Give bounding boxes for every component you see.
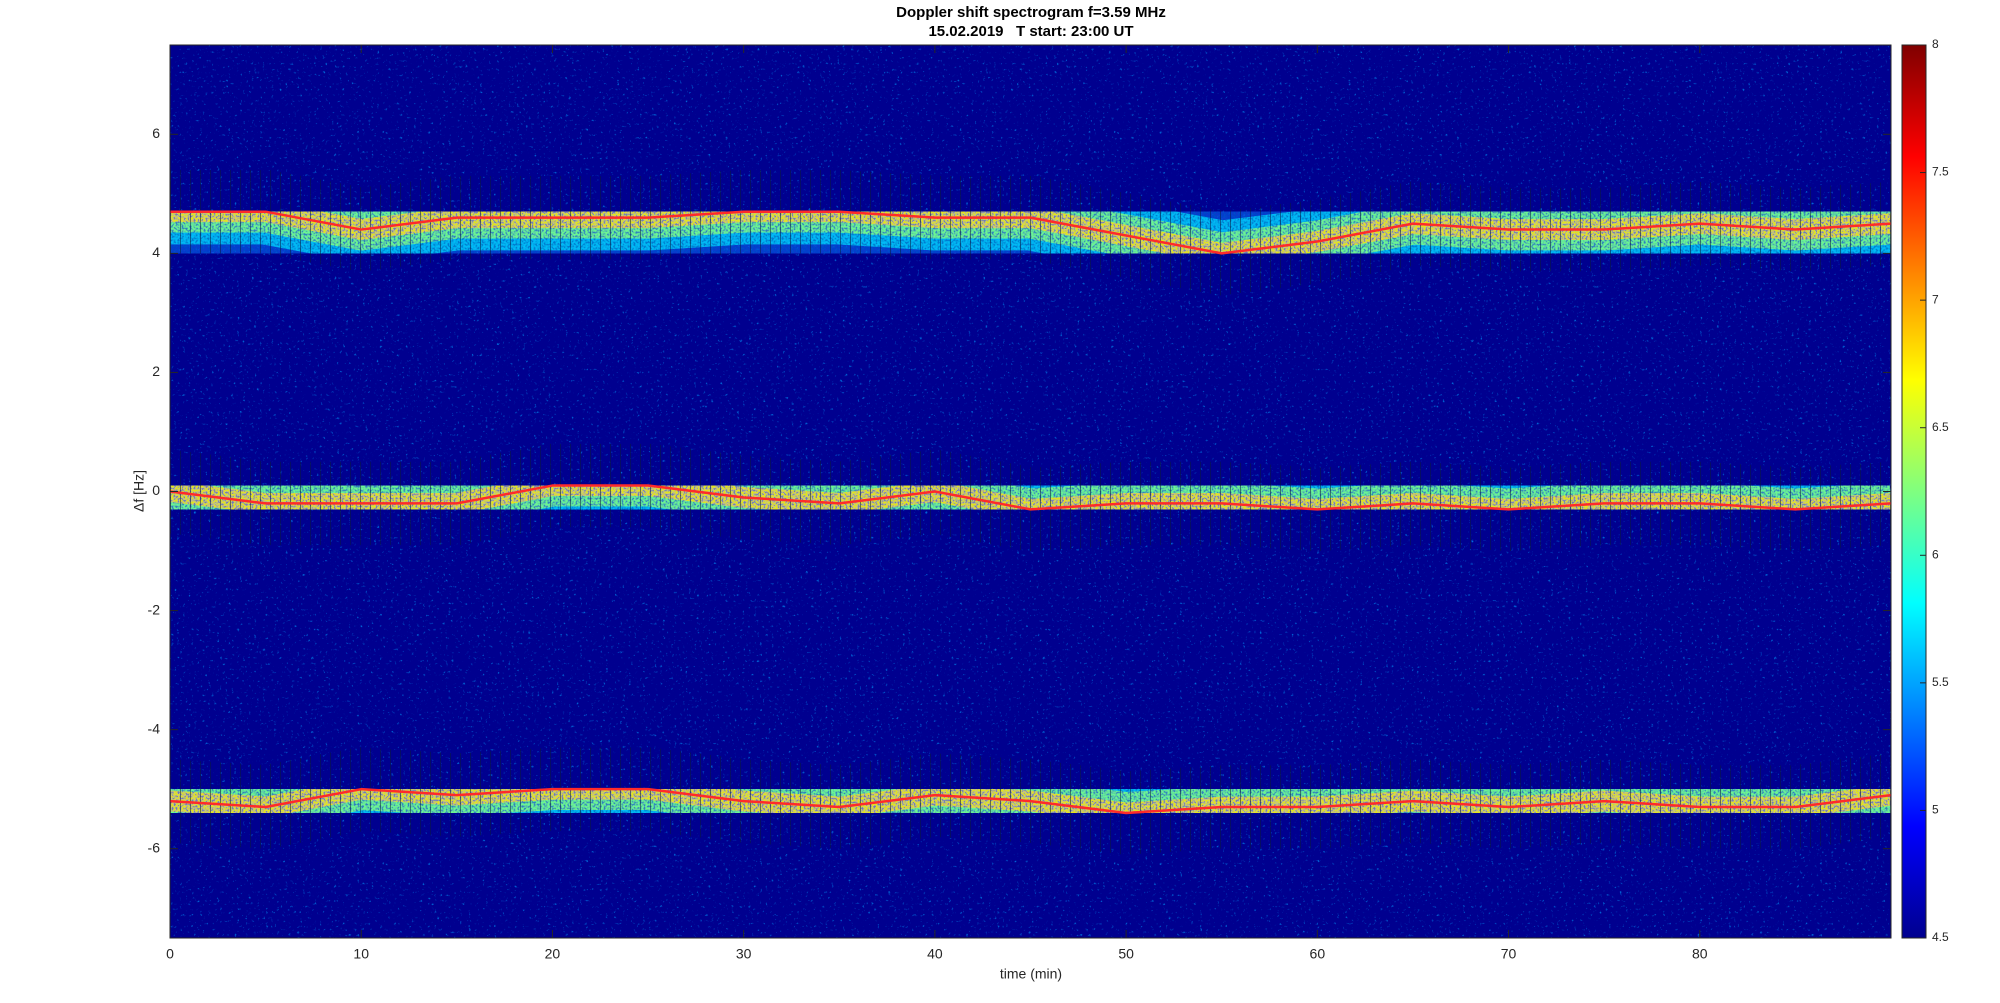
y-tick-label: 2 — [152, 363, 160, 379]
doppler-trace — [170, 484, 1891, 511]
doppler-trace — [170, 210, 1891, 255]
x-tick-label: 60 — [1310, 946, 1326, 962]
colorbar — [1901, 44, 1927, 939]
y-axis-label: Δf [Hz] — [131, 470, 147, 512]
x-tick-label: 0 — [166, 946, 174, 962]
y-tick-label: -2 — [148, 601, 161, 617]
y-tick-label: 0 — [152, 482, 160, 498]
x-axis-label: time (min) — [1000, 966, 1062, 982]
x-tick-label: 30 — [736, 946, 752, 962]
chart-title: Doppler shift spectrogram f=3.59 MHz — [896, 4, 1166, 21]
plot-area — [170, 164, 1891, 861]
colorbar-tick-label: 5.5 — [1932, 675, 1949, 689]
chart-subtitle: 15.02.2019 T start: 23:00 UT — [928, 23, 1133, 40]
band-stripes — [170, 443, 1891, 552]
x-tick-label: 40 — [927, 946, 943, 962]
colorbar-tick-label: 7 — [1932, 292, 1939, 306]
x-tick-label: 70 — [1501, 946, 1517, 962]
x-tick-label: 50 — [1118, 946, 1134, 962]
colorbar-tick-label: 6 — [1932, 547, 1939, 561]
colorbar-tick-label: 5 — [1932, 803, 1939, 817]
colorbar-tick-label: 4.5 — [1932, 930, 1949, 944]
y-tick-label: 4 — [152, 244, 160, 260]
y-tick-label: -4 — [148, 720, 161, 736]
doppler-trace — [170, 787, 1891, 815]
y-tick-label: 6 — [152, 125, 160, 141]
y-tick-label: -6 — [148, 839, 161, 855]
colorbar-tick-label: 6.5 — [1932, 420, 1949, 434]
x-tick-label: 20 — [545, 946, 561, 962]
x-tick-label: 10 — [353, 946, 369, 962]
x-tick-label: 80 — [1692, 946, 1708, 962]
colorbar-tick-label: 7.5 — [1932, 165, 1949, 179]
colorbar-tick-label: 8 — [1932, 37, 1939, 51]
